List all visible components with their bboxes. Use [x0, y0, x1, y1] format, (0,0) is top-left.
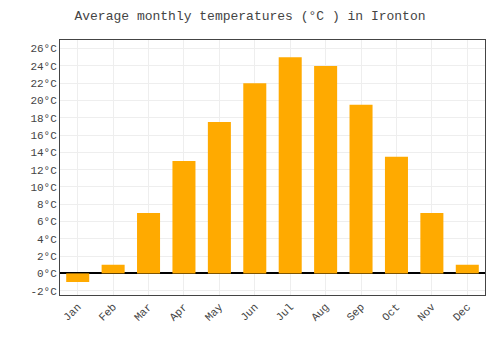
svg-text:Jun: Jun [238, 301, 260, 323]
svg-text:6°C: 6°C [37, 216, 57, 228]
svg-text:0°C: 0°C [37, 268, 57, 280]
svg-text:Nov: Nov [415, 301, 438, 324]
svg-text:May: May [203, 301, 226, 324]
svg-text:Mar: Mar [132, 301, 154, 323]
svg-text:22°C: 22°C [30, 78, 57, 90]
svg-text:16°C: 16°C [30, 130, 57, 142]
svg-text:24°C: 24°C [30, 61, 57, 73]
svg-text:4°C: 4°C [37, 234, 57, 246]
svg-text:8°C: 8°C [37, 199, 57, 211]
svg-text:Jan: Jan [61, 301, 83, 323]
svg-text:Aug: Aug [309, 301, 331, 323]
svg-text:Average monthly temperatures (: Average monthly temperatures (°C ) in Ir… [74, 9, 425, 24]
svg-text:Jul: Jul [274, 301, 296, 323]
svg-text:Dec: Dec [451, 301, 473, 323]
svg-text:14°C: 14°C [30, 147, 57, 159]
svg-text:Feb: Feb [97, 301, 119, 323]
svg-text:12°C: 12°C [30, 165, 57, 177]
svg-text:26°C: 26°C [30, 43, 57, 55]
svg-text:Oct: Oct [380, 301, 402, 323]
svg-text:18°C: 18°C [30, 113, 57, 125]
svg-text:20°C: 20°C [30, 95, 57, 107]
svg-text:10°C: 10°C [30, 182, 57, 194]
svg-text:2°C: 2°C [37, 251, 57, 263]
svg-text:Apr: Apr [167, 301, 189, 323]
svg-text:Sep: Sep [345, 301, 367, 323]
svg-text:-2°C: -2°C [30, 286, 57, 298]
